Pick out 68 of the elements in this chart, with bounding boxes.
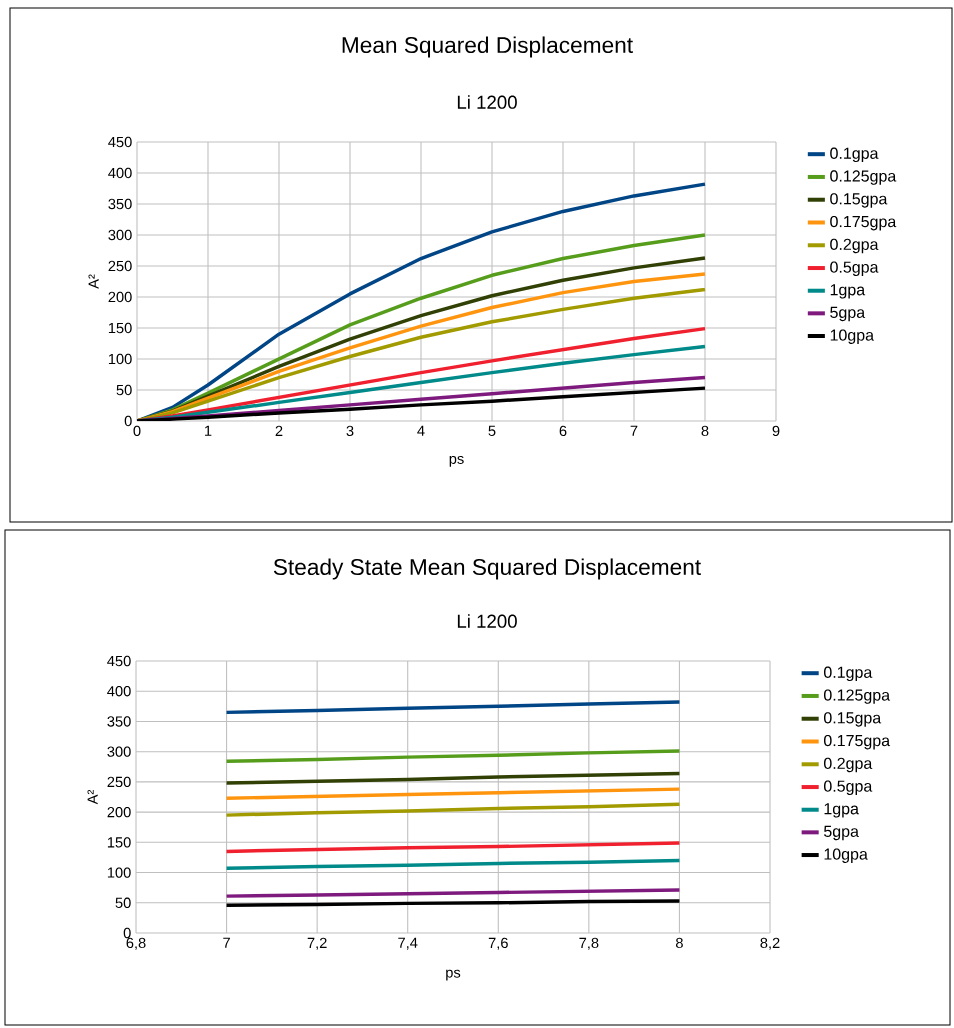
- x-axis-title: ps: [446, 969, 461, 981]
- y-tick-label: 350: [108, 198, 132, 210]
- y-tick-label: 200: [107, 806, 131, 818]
- y-tick-label: 400: [107, 686, 131, 697]
- y-tick-label: 450: [107, 655, 131, 667]
- y-tick-label: 0: [123, 927, 131, 939]
- x-tick-label: 0: [133, 425, 141, 437]
- y-tick-label: 300: [107, 746, 131, 757]
- legend-label: 0.5gpa: [823, 780, 873, 795]
- y-tick-label: 400: [108, 167, 132, 179]
- x-tick-label: 8: [675, 937, 683, 949]
- legend-label: 0.175gpa: [823, 734, 891, 750]
- legend-label: 5gpa: [824, 825, 859, 841]
- y-tick-label: 100: [108, 353, 132, 365]
- legend-label: 0.15gpa: [830, 193, 888, 208]
- x-tick-label: 7,6: [488, 937, 508, 950]
- y-tick-label: 0: [124, 415, 132, 427]
- line-series: [224, 749, 682, 764]
- line-series: [224, 802, 682, 817]
- x-tick-label: 7,2: [307, 937, 327, 950]
- x-tick-label: 5: [488, 425, 496, 436]
- legend-label: 5gpa: [830, 306, 866, 322]
- x-tick-label: 8,2: [760, 937, 780, 950]
- legend-label: 0.1gpa: [823, 666, 873, 682]
- x-tick-label: 7: [630, 425, 638, 436]
- line-series: [224, 858, 682, 871]
- y-axis-title: A²: [88, 274, 99, 289]
- y-tick-label: 450: [108, 136, 132, 148]
- legend-label: 0.125gpa: [830, 170, 897, 185]
- x-tick-label: 8: [701, 425, 709, 437]
- legend-label: 0.5gpa: [830, 261, 879, 276]
- y-tick-label: 100: [107, 867, 131, 878]
- x-tick-label: 4: [417, 425, 425, 436]
- chart-title: Steady State Mean Squared Displacement: [273, 558, 701, 580]
- y-tick-label: 200: [108, 291, 132, 303]
- legend-label: 0.2gpa: [830, 238, 879, 254]
- y-tick-label: 250: [108, 260, 132, 272]
- legend-label: 0.15gpa: [823, 712, 882, 727]
- y-tick-label: 50: [115, 897, 131, 908]
- x-tick-label: 7,8: [579, 937, 599, 950]
- x-tick-label: 2: [275, 425, 283, 436]
- legend-label: 10gpa: [824, 848, 868, 863]
- x-tick-label: 7: [223, 937, 230, 948]
- y-axis-title: A²: [87, 789, 98, 805]
- chart-subtitle: Li 1200: [457, 614, 517, 628]
- legend-label: 1gpa: [830, 284, 866, 299]
- y-tick-label: 150: [108, 322, 132, 334]
- legend-label: 0.1gpa: [830, 147, 879, 163]
- chart-title: Mean Squared Displacement: [342, 36, 633, 58]
- y-tick-label: 350: [107, 716, 131, 727]
- y-tick-label: 250: [107, 776, 131, 788]
- x-tick-label: 6,8: [126, 937, 146, 950]
- legend-label: 0.175gpa: [830, 215, 897, 231]
- legend-label: 0.125gpa: [823, 689, 891, 704]
- y-tick-label: 300: [108, 229, 132, 241]
- line-series: [224, 700, 682, 715]
- x-tick-label: 1: [205, 425, 212, 436]
- chart-subtitle: Li 1200: [457, 95, 517, 109]
- legend-label: 0.2gpa: [823, 757, 873, 773]
- x-axis-title: ps: [449, 455, 464, 467]
- y-tick-label: 50: [116, 384, 132, 396]
- x-tick-label: 9: [772, 425, 780, 437]
- x-tick-label: 7,4: [398, 937, 418, 950]
- x-tick-label: 3: [346, 425, 354, 437]
- x-tick-label: 6: [559, 425, 567, 437]
- y-tick-label: 150: [107, 837, 131, 848]
- legend-label: 1gpa: [824, 803, 859, 818]
- legend-label: 10gpa: [830, 329, 875, 344]
